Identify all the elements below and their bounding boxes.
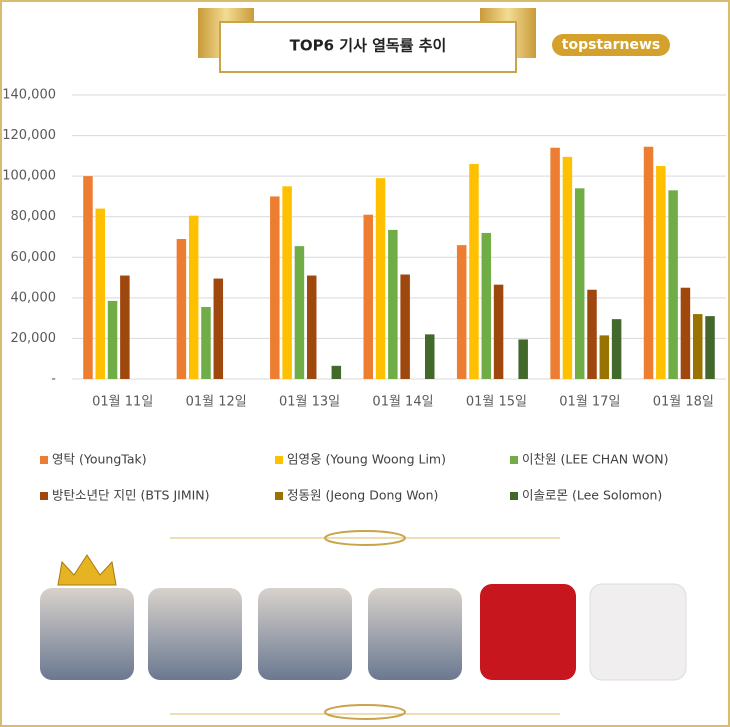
legend-label: 방탄소년단 지민 (BTS JIMIN) bbox=[52, 488, 210, 503]
legend-swatch bbox=[510, 492, 518, 500]
bar bbox=[201, 306, 211, 379]
x-tick-label: 01월 18일 bbox=[653, 395, 714, 410]
legend-label: 정동원 (Jeong Dong Won) bbox=[287, 488, 438, 503]
legend-label: 이솔로몬 (Lee Solomon) bbox=[522, 488, 662, 503]
photo bbox=[148, 588, 242, 680]
bar bbox=[120, 275, 130, 379]
y-tick-label: 40,000 bbox=[11, 290, 57, 305]
x-tick-label: 01월 17일 bbox=[559, 395, 620, 410]
brand-logo: topstarnews bbox=[562, 37, 660, 53]
y-tick-label: - bbox=[51, 372, 56, 387]
x-tick-label: 01월 13일 bbox=[279, 395, 340, 410]
photo bbox=[40, 588, 134, 680]
bar bbox=[83, 176, 93, 379]
bar bbox=[294, 246, 305, 379]
x-tick-label: 01월 12일 bbox=[186, 395, 247, 410]
bar bbox=[213, 278, 224, 379]
bar bbox=[331, 365, 342, 379]
bar bbox=[425, 334, 435, 379]
bar bbox=[363, 214, 373, 379]
photo bbox=[368, 588, 462, 680]
x-tick-label: 01월 14일 bbox=[372, 395, 433, 410]
bar bbox=[493, 284, 504, 379]
bar bbox=[282, 186, 292, 379]
legend-swatch bbox=[40, 456, 48, 464]
bar bbox=[668, 190, 678, 379]
x-tick-label: 01월 15일 bbox=[466, 395, 527, 410]
photo bbox=[480, 584, 576, 680]
bar bbox=[176, 239, 187, 379]
legend-swatch bbox=[275, 456, 283, 464]
bar bbox=[456, 245, 467, 379]
bar bbox=[550, 147, 560, 379]
ornament bbox=[324, 530, 406, 546]
bar bbox=[587, 289, 597, 379]
legend-label: 임영웅 (Young Woong Lim) bbox=[287, 452, 446, 467]
y-tick-label: 20,000 bbox=[11, 331, 57, 346]
bar bbox=[680, 287, 691, 379]
photo bbox=[589, 583, 687, 681]
bar bbox=[562, 156, 573, 379]
bar bbox=[574, 188, 585, 379]
bar bbox=[400, 274, 410, 379]
legend-swatch bbox=[275, 492, 283, 500]
ornament bbox=[324, 704, 406, 720]
photo bbox=[258, 588, 352, 680]
bar bbox=[306, 275, 317, 379]
legend-label: 영탁 (YoungTak) bbox=[52, 452, 147, 467]
title-banner bbox=[219, 21, 517, 73]
bar bbox=[481, 232, 492, 379]
bar bbox=[270, 196, 280, 379]
bar bbox=[188, 215, 199, 379]
bar bbox=[388, 229, 398, 379]
legend-swatch bbox=[40, 492, 48, 500]
bar bbox=[705, 316, 715, 379]
y-tick-label: 140,000 bbox=[2, 88, 56, 103]
chart-title: TOP6 기사 열독률 추이 bbox=[290, 37, 447, 55]
bar bbox=[518, 339, 528, 379]
legend-label: 이찬원 (LEE CHAN WON) bbox=[522, 452, 669, 467]
brand-badge bbox=[552, 34, 670, 56]
y-tick-label: 100,000 bbox=[2, 169, 56, 184]
crown bbox=[57, 554, 117, 586]
y-tick-label: 60,000 bbox=[11, 250, 57, 265]
bar bbox=[643, 146, 654, 379]
legend-swatch bbox=[510, 456, 518, 464]
bar bbox=[692, 314, 703, 379]
bar bbox=[107, 300, 118, 379]
bar bbox=[469, 163, 479, 379]
y-tick-label: 120,000 bbox=[2, 128, 56, 143]
bar bbox=[656, 166, 666, 379]
y-tick-label: 80,000 bbox=[11, 209, 57, 224]
bar bbox=[611, 319, 622, 379]
bar bbox=[95, 208, 106, 379]
x-tick-label: 01월 11일 bbox=[92, 395, 153, 410]
bar bbox=[599, 335, 610, 379]
bar bbox=[375, 178, 386, 379]
